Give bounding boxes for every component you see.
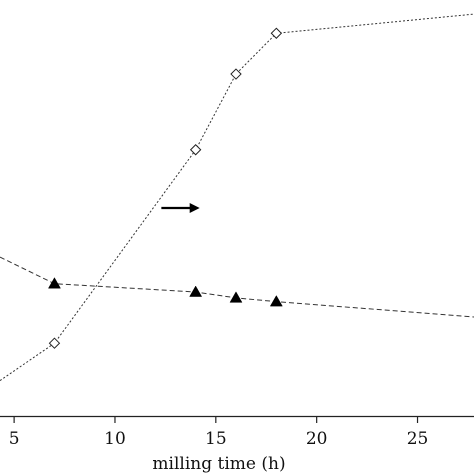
triangle-marker — [269, 295, 283, 307]
x-tick-label: 15 — [205, 429, 227, 449]
arrow-head — [189, 203, 200, 213]
diamond-marker — [230, 68, 242, 80]
series-layer — [0, 13, 474, 382]
diamond-marker — [189, 144, 202, 156]
series-line — [0, 13, 474, 382]
x-axis-title: milling time (h) — [152, 454, 285, 474]
x-tick-label: 5 — [9, 429, 20, 449]
annotation-layer — [161, 203, 200, 213]
x-tick-label: 10 — [104, 429, 126, 449]
diamond-marker — [48, 337, 61, 349]
series-line — [0, 256, 474, 318]
x-axis: 5 10 15 20 25 — [0, 415, 474, 449]
triangle-marker — [48, 277, 61, 289]
x-tick-label: 25 — [407, 429, 429, 449]
triangle-marker — [229, 291, 243, 303]
diamond-marker — [270, 27, 283, 39]
triangle-marker — [189, 285, 203, 297]
x-tick-label: 20 — [306, 429, 328, 449]
